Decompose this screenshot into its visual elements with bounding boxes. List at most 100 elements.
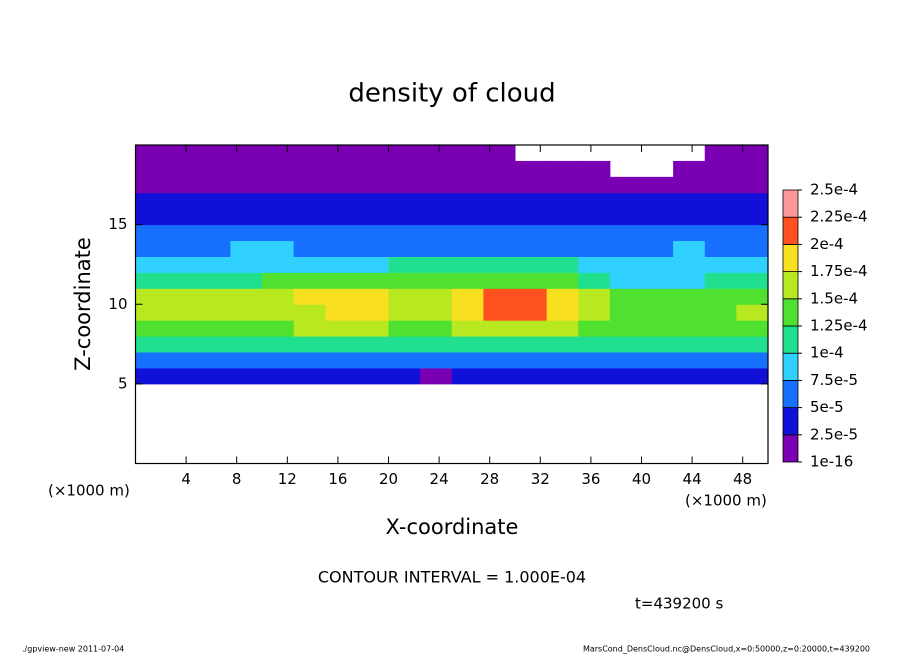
- cell: [704, 336, 737, 353]
- cell: [736, 256, 769, 273]
- cell: [198, 208, 231, 226]
- cell: [736, 304, 769, 321]
- cell: [451, 367, 484, 385]
- cell: [293, 367, 326, 385]
- cell: [293, 160, 326, 178]
- cell: [515, 240, 548, 257]
- cell: [515, 320, 548, 337]
- y-tick-label: 15: [108, 215, 127, 233]
- cell: [135, 240, 168, 257]
- cell: [451, 176, 484, 194]
- colorbar-label: 5e-5: [810, 398, 844, 416]
- cell: [641, 224, 674, 242]
- cell: [546, 320, 579, 337]
- cell: [420, 176, 453, 194]
- cell: [641, 272, 674, 289]
- cell: [198, 224, 231, 242]
- cell: [135, 160, 168, 178]
- cell: [609, 192, 642, 210]
- colorbar-label: 2e-4: [810, 235, 844, 253]
- cell: [198, 240, 231, 257]
- cell: [262, 272, 295, 289]
- cell: [167, 240, 200, 257]
- cell: [704, 352, 737, 369]
- cell: [198, 320, 231, 337]
- cell: [609, 367, 642, 385]
- cell: [736, 224, 769, 242]
- cell: [673, 320, 706, 337]
- colorbar-band: [782, 407, 799, 436]
- cell: [673, 208, 706, 226]
- cell: [262, 224, 295, 242]
- cell: [356, 304, 389, 321]
- cell: [198, 145, 231, 162]
- cell: [704, 288, 737, 305]
- cell: [609, 224, 642, 242]
- cell: [198, 272, 231, 289]
- cell: [293, 176, 326, 194]
- cell: [325, 352, 358, 369]
- cell: [641, 256, 674, 273]
- cell: [483, 208, 516, 226]
- cell: [198, 367, 231, 385]
- cell: [609, 320, 642, 337]
- cell: [515, 224, 548, 242]
- cell: [736, 208, 769, 226]
- cell: [515, 352, 548, 369]
- cell: [483, 160, 516, 178]
- y-axis-title: Z-coordinate: [71, 237, 95, 371]
- footer-right: MarsCond_DensCloud.nc@DensCloud,x=0:5000…: [583, 645, 870, 654]
- cell: [135, 288, 168, 305]
- cell: [704, 192, 737, 210]
- cell: [673, 288, 706, 305]
- y-tick-label: 5: [118, 374, 128, 392]
- x-tick-label: 20: [379, 470, 398, 488]
- cell: [673, 192, 706, 210]
- cell: [167, 367, 200, 385]
- cell: [578, 367, 611, 385]
- x-tick-label: 12: [278, 470, 297, 488]
- cell: [198, 352, 231, 369]
- cell: [546, 224, 579, 242]
- cell: [451, 160, 484, 178]
- cell: [609, 352, 642, 369]
- cell: [736, 367, 769, 385]
- cell: [546, 208, 579, 226]
- cell: [262, 288, 295, 305]
- x-tick-label: 48: [733, 470, 752, 488]
- cell: [388, 240, 421, 257]
- cell: [356, 256, 389, 273]
- cell: [388, 336, 421, 353]
- cell: [451, 256, 484, 273]
- cell: [356, 208, 389, 226]
- cell: [293, 336, 326, 353]
- x-tick-label: 24: [430, 470, 449, 488]
- cell: [483, 192, 516, 210]
- colorbar-label: 2.25e-4: [810, 208, 868, 226]
- cell: [420, 145, 453, 162]
- cell: [198, 256, 231, 273]
- cell: [736, 352, 769, 369]
- cell: [483, 320, 516, 337]
- colorbar-band: [782, 352, 799, 381]
- cell: [546, 256, 579, 273]
- cell: [515, 208, 548, 226]
- cell: [546, 160, 579, 178]
- cell: [420, 160, 453, 178]
- cell: [673, 160, 706, 178]
- cell: [420, 240, 453, 257]
- cell: [135, 176, 168, 194]
- colorbar-label: 2.5e-4: [810, 181, 858, 199]
- cell: [388, 304, 421, 321]
- cell: [167, 145, 200, 162]
- cell: [135, 224, 168, 242]
- cell: [230, 224, 263, 242]
- cell: [198, 160, 231, 178]
- x-axis-title: X-coordinate: [386, 515, 519, 539]
- cell: [515, 176, 548, 194]
- cell: [198, 288, 231, 305]
- cell: [451, 288, 484, 305]
- cell: [388, 176, 421, 194]
- cell: [515, 288, 548, 305]
- cell: [135, 256, 168, 273]
